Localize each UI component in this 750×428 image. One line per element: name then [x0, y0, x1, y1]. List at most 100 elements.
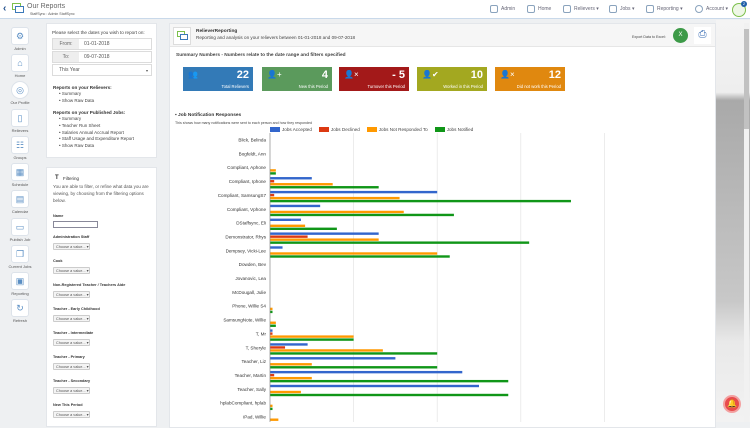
bar-jobs-not-responded-to[interactable]	[270, 210, 404, 214]
card-value: 10	[470, 69, 483, 81]
export-excel-button[interactable]: X	[673, 28, 688, 43]
report-link-raw-data[interactable]: Show Raw Data	[59, 143, 134, 150]
sidebar-item-refresh[interactable]: ↻ Refresh	[6, 299, 34, 323]
bar-jobs-notified[interactable]	[270, 366, 438, 369]
bar-jobs-not-responded-to[interactable]	[270, 321, 276, 324]
bar-jobs-accepted[interactable]	[270, 357, 396, 360]
bar-jobs-accepted[interactable]	[270, 190, 438, 194]
bar-jobs-not-responded-to[interactable]	[270, 418, 279, 421]
report-link-teacher-run-sheet[interactable]: Teacher Run Sheet	[59, 123, 134, 130]
date-range-select[interactable]: This Year ▾	[52, 64, 152, 76]
sidebar-item-publish-job[interactable]: ▭ Publish Job	[6, 218, 34, 242]
bar-jobs-accepted[interactable]	[270, 343, 308, 346]
filter-select-new-this-period[interactable]: Choose a value... ▾	[53, 411, 90, 418]
print-button[interactable]: ⎙	[694, 27, 711, 44]
bar-jobs-not-responded-to[interactable]	[270, 224, 306, 227]
bar-jobs-notified[interactable]	[270, 379, 509, 383]
category-label: Teacher, Martin	[235, 373, 267, 378]
bar-jobs-accepted[interactable]	[270, 329, 273, 332]
scrollbar-thumb[interactable]	[744, 29, 749, 129]
filter-select-non-registered-teacher[interactable]: Choose a value... ▾	[53, 291, 90, 298]
bar-jobs-accepted[interactable]	[270, 218, 301, 221]
scrollbar[interactable]	[744, 23, 749, 422]
filter-select-cook[interactable]: Choose a value... ▾	[53, 267, 90, 274]
bar-jobs-notified[interactable]	[270, 393, 509, 397]
nav-relievers[interactable]: Relievers ▾	[563, 5, 599, 13]
bar-jobs-notified[interactable]	[270, 310, 273, 314]
nav-home[interactable]: Home	[527, 5, 551, 13]
bar-jobs-accepted[interactable]	[270, 370, 463, 374]
sidebar-item-reporting[interactable]: ▣ Reporting	[6, 272, 34, 296]
bar-jobs-not-responded-to[interactable]	[270, 349, 383, 352]
bar-jobs-notified[interactable]	[270, 241, 530, 244]
sidebar-item-admin[interactable]: ⚙ Admin	[6, 27, 34, 51]
sidebar-item-our-profile[interactable]: ◎ Our Profile	[6, 81, 34, 105]
bar-jobs-declined[interactable]	[270, 332, 273, 335]
bar-jobs-declined[interactable]	[270, 180, 275, 183]
legend-item[interactable]: Jobs Notified	[434, 127, 473, 132]
bar-jobs-notified[interactable]	[270, 352, 438, 355]
bar-jobs-declined[interactable]	[270, 373, 275, 377]
bar-jobs-not-responded-to[interactable]	[270, 238, 379, 241]
bar-jobs-declined[interactable]	[270, 346, 286, 349]
nav-reporting[interactable]: Reporting ▾	[646, 5, 683, 13]
report-link-salaries[interactable]: Salaries Annual Accrual Report	[59, 130, 134, 137]
sidebar-item-home[interactable]: ⌂ Home	[6, 54, 34, 78]
bar-jobs-notified[interactable]	[270, 199, 571, 203]
legend-item[interactable]: Jobs Declined	[318, 127, 360, 132]
from-value[interactable]: 01-01-2018	[84, 41, 110, 47]
report-link-staff-usage[interactable]: Staff Usage and Expenditure Report	[59, 136, 134, 143]
bar-jobs-accepted[interactable]	[270, 384, 479, 388]
bar-jobs-notified[interactable]	[270, 172, 276, 175]
legend-item[interactable]: Jobs Accepted	[270, 127, 312, 132]
bar-jobs-notified[interactable]	[270, 186, 379, 189]
bar-jobs-notified[interactable]	[270, 213, 454, 217]
filter-select-secondary[interactable]: Choose a value... ▾	[53, 387, 90, 394]
report-link-raw-data[interactable]: Show Raw Data	[59, 98, 94, 105]
notification-bell-button[interactable]: 🔔	[723, 395, 741, 413]
report-link-summary[interactable]: Summary	[59, 116, 134, 123]
bar-jobs-not-responded-to[interactable]	[270, 307, 273, 311]
bar-jobs-accepted[interactable]	[270, 246, 283, 249]
filter-select-administration-staff[interactable]: Choose a value... ▾	[53, 243, 90, 250]
bar-jobs-not-responded-to[interactable]	[270, 335, 354, 338]
sidebar-item-relievers[interactable]: ▯ Relievers	[6, 109, 34, 133]
bar-jobs-not-responded-to[interactable]	[270, 183, 333, 186]
bar-jobs-not-responded-to[interactable]	[270, 252, 438, 255]
bar-jobs-notified[interactable]	[270, 407, 273, 411]
filter-select-primary[interactable]: Choose a value... ▾	[53, 363, 90, 370]
filter-select-early-childhood[interactable]: Choose a value... ▾	[53, 315, 90, 322]
sidebar-item-schedule[interactable]: ▦ Schedule	[6, 163, 34, 187]
sidebar-item-current-jobs[interactable]: ❐ Current Jobs	[6, 245, 34, 269]
bar-jobs-not-responded-to[interactable]	[270, 376, 312, 380]
bar-jobs-declined[interactable]	[270, 235, 308, 238]
bar-jobs-accepted[interactable]	[270, 204, 321, 208]
bar-jobs-not-responded-to[interactable]	[270, 390, 301, 394]
bar-jobs-notified[interactable]	[270, 227, 337, 230]
legend-item[interactable]: Jobs Not Responded To	[366, 127, 428, 132]
back-chevron-icon[interactable]: ‹	[3, 3, 7, 14]
bar-jobs-declined[interactable]	[270, 193, 275, 197]
bar-jobs-notified[interactable]	[270, 255, 450, 258]
nav-account[interactable]: Account ▾	[695, 5, 728, 13]
bar-jobs-notified[interactable]	[270, 338, 354, 341]
bar-jobs-not-responded-to[interactable]	[270, 196, 400, 200]
bar-jobs-notified[interactable]	[270, 324, 276, 327]
nav-jobs[interactable]: Jobs ▾	[609, 5, 634, 13]
bar-jobs-accepted[interactable]	[270, 232, 379, 235]
name-filter-input[interactable]	[53, 221, 98, 228]
nav-admin[interactable]: Admin	[490, 5, 515, 13]
sidebar-item-calendar[interactable]: ▤ Calendar	[6, 190, 34, 214]
from-date-field[interactable]: From: 01-01-2018	[52, 38, 152, 50]
collapse-icon[interactable]: ▪	[175, 113, 179, 118]
bar-jobs-accepted[interactable]	[270, 177, 312, 180]
sidebar-item-groups[interactable]: ☷ Groups	[6, 136, 34, 160]
jobs-reports-heading: Reports on your Published Jobs:	[53, 110, 126, 115]
filter-select-intermediate[interactable]: Choose a value... ▾	[53, 339, 90, 346]
report-link-summary[interactable]: Summary	[59, 91, 94, 98]
bar-jobs-not-responded-to[interactable]	[270, 169, 276, 172]
to-value[interactable]: 09-07-2018	[84, 54, 110, 60]
to-date-field[interactable]: To: 09-07-2018	[52, 51, 152, 63]
bar-jobs-not-responded-to[interactable]	[270, 363, 312, 366]
bar-jobs-not-responded-to[interactable]	[270, 404, 273, 408]
